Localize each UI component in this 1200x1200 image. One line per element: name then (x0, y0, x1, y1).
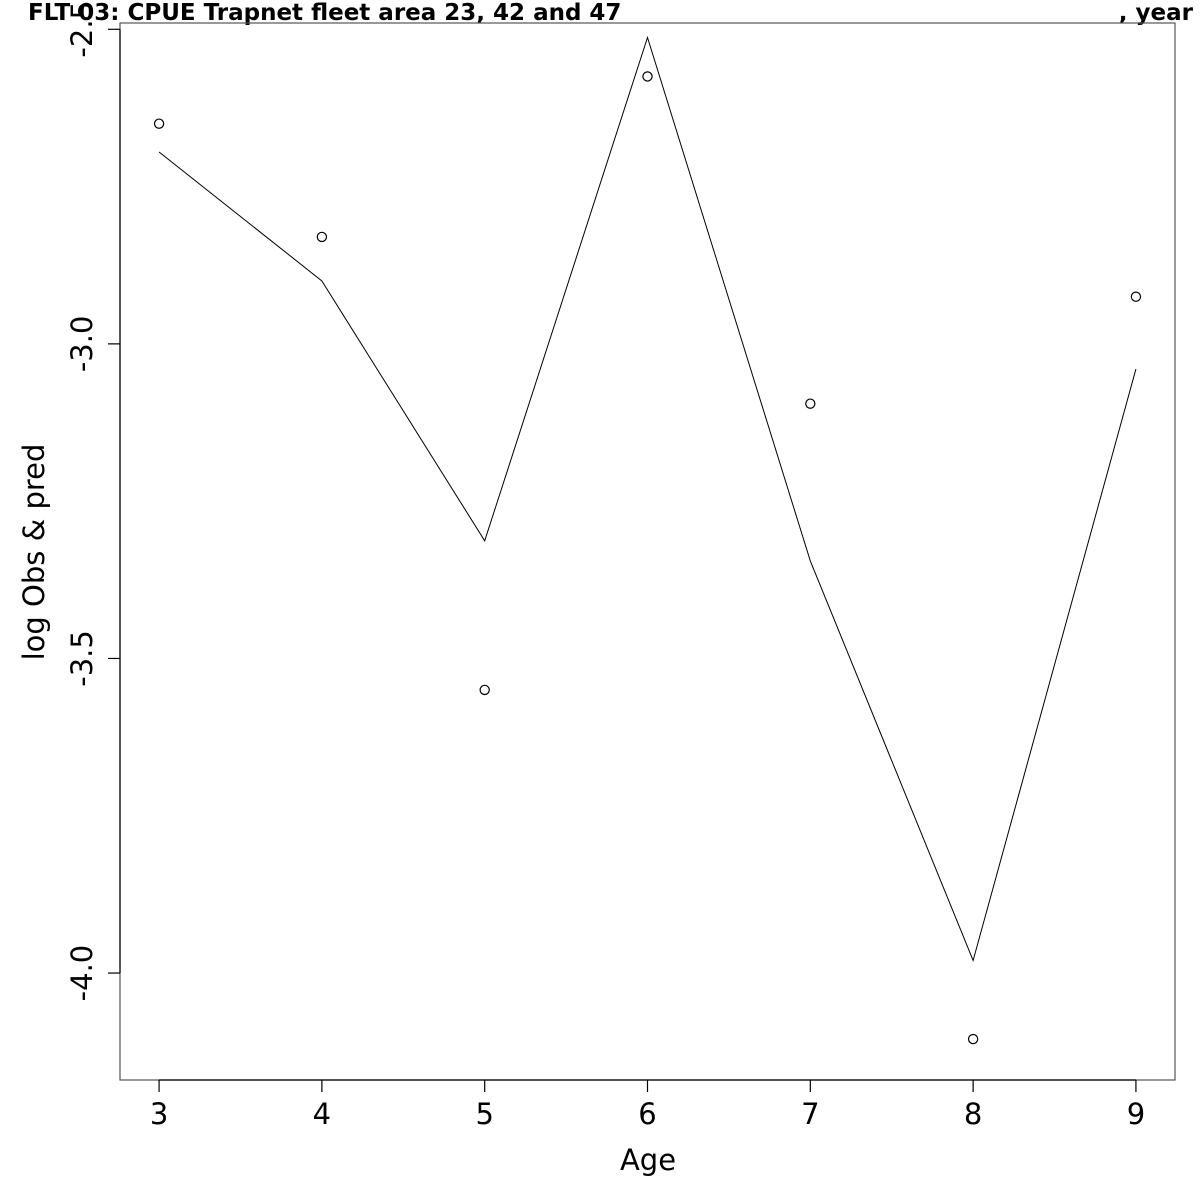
y-axis-title: log Obs & pred (17, 444, 51, 661)
x-tick-label: 5 (475, 1097, 493, 1131)
obs-point (642, 71, 653, 82)
x-tick-label: 8 (964, 1097, 982, 1131)
y-axis: -2.5 -3.0 -3.5 -4.0 (65, 1, 121, 1002)
obs-series-points (153, 71, 1142, 1045)
chart-title-suffix: , year (1119, 0, 1194, 26)
x-axis: 3 4 5 6 7 8 9 (150, 1079, 1145, 1131)
obs-point (967, 1033, 979, 1045)
x-tick-label: 9 (1127, 1097, 1145, 1131)
y-tick-label: -3.0 (65, 316, 99, 373)
y-tick-label: -4.0 (65, 945, 99, 1002)
obs-point (1130, 291, 1142, 302)
obs-point (805, 398, 816, 409)
x-axis-title: Age (620, 1143, 676, 1177)
x-tick-label: 3 (150, 1097, 168, 1131)
y-tick-label: -2.5 (65, 1, 99, 58)
plot-frame (119, 22, 1176, 1081)
obs-point (316, 231, 328, 243)
x-tick-label: 6 (638, 1097, 656, 1131)
x-tick-label: 4 (313, 1097, 331, 1131)
pred-series-line (158, 35, 1137, 963)
x-tick-label: 7 (801, 1097, 819, 1131)
obs-point (479, 684, 490, 696)
y-tick-label: -3.5 (65, 630, 99, 687)
obs-point (153, 118, 165, 129)
chart-title: FLT 03: CPUE Trapnet fleet area 23, 42 a… (28, 0, 621, 26)
